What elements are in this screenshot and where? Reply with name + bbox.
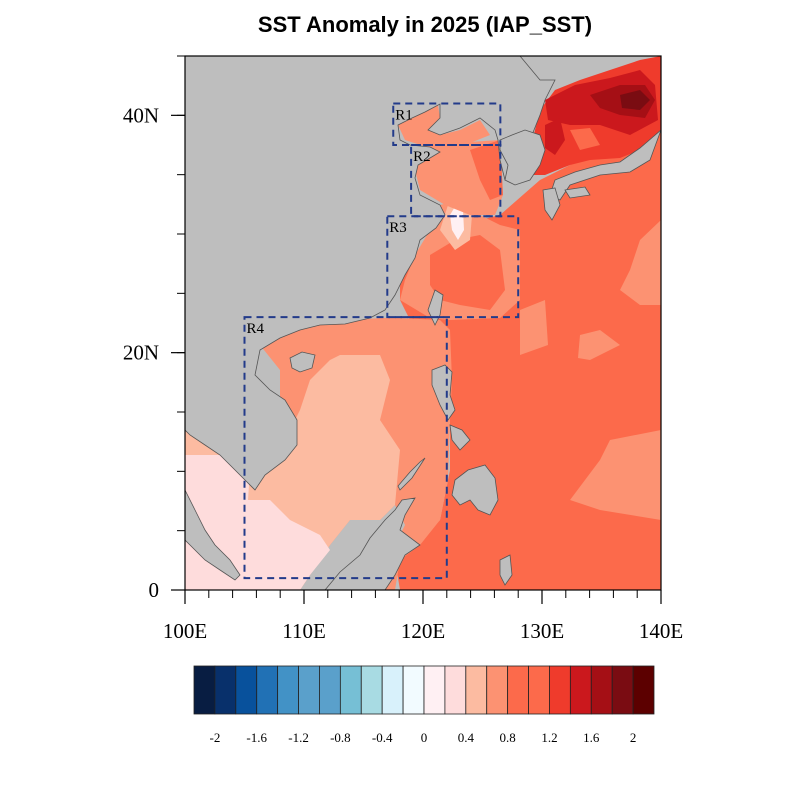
land-mindanao <box>451 464 499 516</box>
colorbar-box <box>402 665 425 715</box>
region-label-r3: R3 <box>389 220 407 236</box>
colorbar-label: -2 <box>209 730 220 745</box>
ocean-yangtze-core <box>450 205 464 240</box>
land-hainan <box>289 351 316 373</box>
colorbar-label: -1.2 <box>288 730 309 745</box>
region-label-r1: R1 <box>395 107 413 123</box>
axes: 100E 110E 120E 130E 140E 0 20N 40N <box>123 55 683 643</box>
region-box-r4 <box>243 316 448 580</box>
land-japan-kyushu <box>542 187 561 221</box>
land-borneo <box>324 497 421 590</box>
ocean-ecs-band <box>430 235 505 310</box>
ocean-pacific-patch-1 <box>620 220 661 305</box>
region-boxes: R1 R2 R3 R4 <box>243 102 520 580</box>
colorbar-label: 1.2 <box>541 730 557 745</box>
ocean-pacific-patch-3 <box>578 330 620 360</box>
colorbar-box <box>256 665 279 715</box>
colorbar-box <box>339 665 362 715</box>
colorbar-box <box>423 665 446 715</box>
colorbar-box <box>611 665 634 715</box>
region-box-r2 <box>410 144 502 218</box>
colorbar-box <box>590 665 613 715</box>
land-japan-shikoku <box>564 186 591 199</box>
x-tick-label: 130E <box>520 619 564 643</box>
colorbar-box <box>319 665 341 715</box>
y-tick-label: 40N <box>123 103 159 127</box>
colorbar-label: 2 <box>630 730 637 745</box>
ocean-pacific-patch-4 <box>520 300 548 355</box>
land-korea <box>499 129 546 186</box>
colorbar-box <box>507 665 529 715</box>
region-box-r3 <box>386 215 520 319</box>
colorbar-box <box>549 665 571 715</box>
region-box-r1 <box>392 102 502 146</box>
region-label-r4: R4 <box>247 321 265 337</box>
colorbar-label: 0 <box>421 730 428 745</box>
map-area: R1 R2 R3 R4 <box>185 56 661 590</box>
x-tick-label: 110E <box>282 619 326 643</box>
colorbar-box <box>444 665 467 715</box>
land-malay-peninsula <box>185 489 241 581</box>
x-tick-label: 120E <box>401 619 445 643</box>
land-asia-mainland <box>185 56 556 491</box>
x-tick-label: 100E <box>163 619 207 643</box>
ocean-bohai <box>398 105 490 148</box>
colorbar-label: 0.4 <box>458 730 475 745</box>
colorbar-box <box>360 665 383 715</box>
colorbar-label: -1.6 <box>246 730 267 745</box>
colorbar-box <box>569 665 592 715</box>
colorbar-label: -0.8 <box>330 730 351 745</box>
ocean-soj-darkest-2 <box>620 90 650 110</box>
land-masses <box>185 56 661 590</box>
x-tick-label: 140E <box>639 619 683 643</box>
y-tick-label: 20N <box>123 341 159 365</box>
land-sulawesi <box>499 554 513 586</box>
colorbar-box <box>235 665 258 715</box>
y-tick-label: 0 <box>149 578 160 602</box>
colorbar-box <box>465 665 488 715</box>
colorbar-box <box>277 665 299 715</box>
ocean-soj-patch <box>545 118 565 155</box>
ocean-soj-lighter <box>570 128 600 150</box>
colorbar: -2 -1.6 -1.2 -0.8 -0.4 0 0.4 0.8 1.2 1.6 2 <box>193 665 655 745</box>
land-palawan <box>397 457 426 491</box>
land-luzon <box>431 364 456 421</box>
ocean-yellow-sea-east <box>470 140 503 200</box>
colorbar-box <box>193 665 216 715</box>
ocean-pacific-patch-2 <box>570 430 661 520</box>
chart-title: SST Anomaly in 2025 (IAP_SST) <box>257 12 593 37</box>
colorbar-box <box>486 665 509 715</box>
region-label-r2: R2 <box>413 149 431 165</box>
colorbar-box <box>632 665 655 715</box>
colorbar-box <box>214 665 237 715</box>
colorbar-label: 0.8 <box>500 730 516 745</box>
colorbar-box <box>298 665 320 715</box>
colorbar-box <box>528 665 550 715</box>
colorbar-label: -0.4 <box>372 730 393 745</box>
colorbar-label: 1.6 <box>583 730 600 745</box>
land-visayas <box>449 424 471 451</box>
colorbar-box <box>381 665 404 715</box>
